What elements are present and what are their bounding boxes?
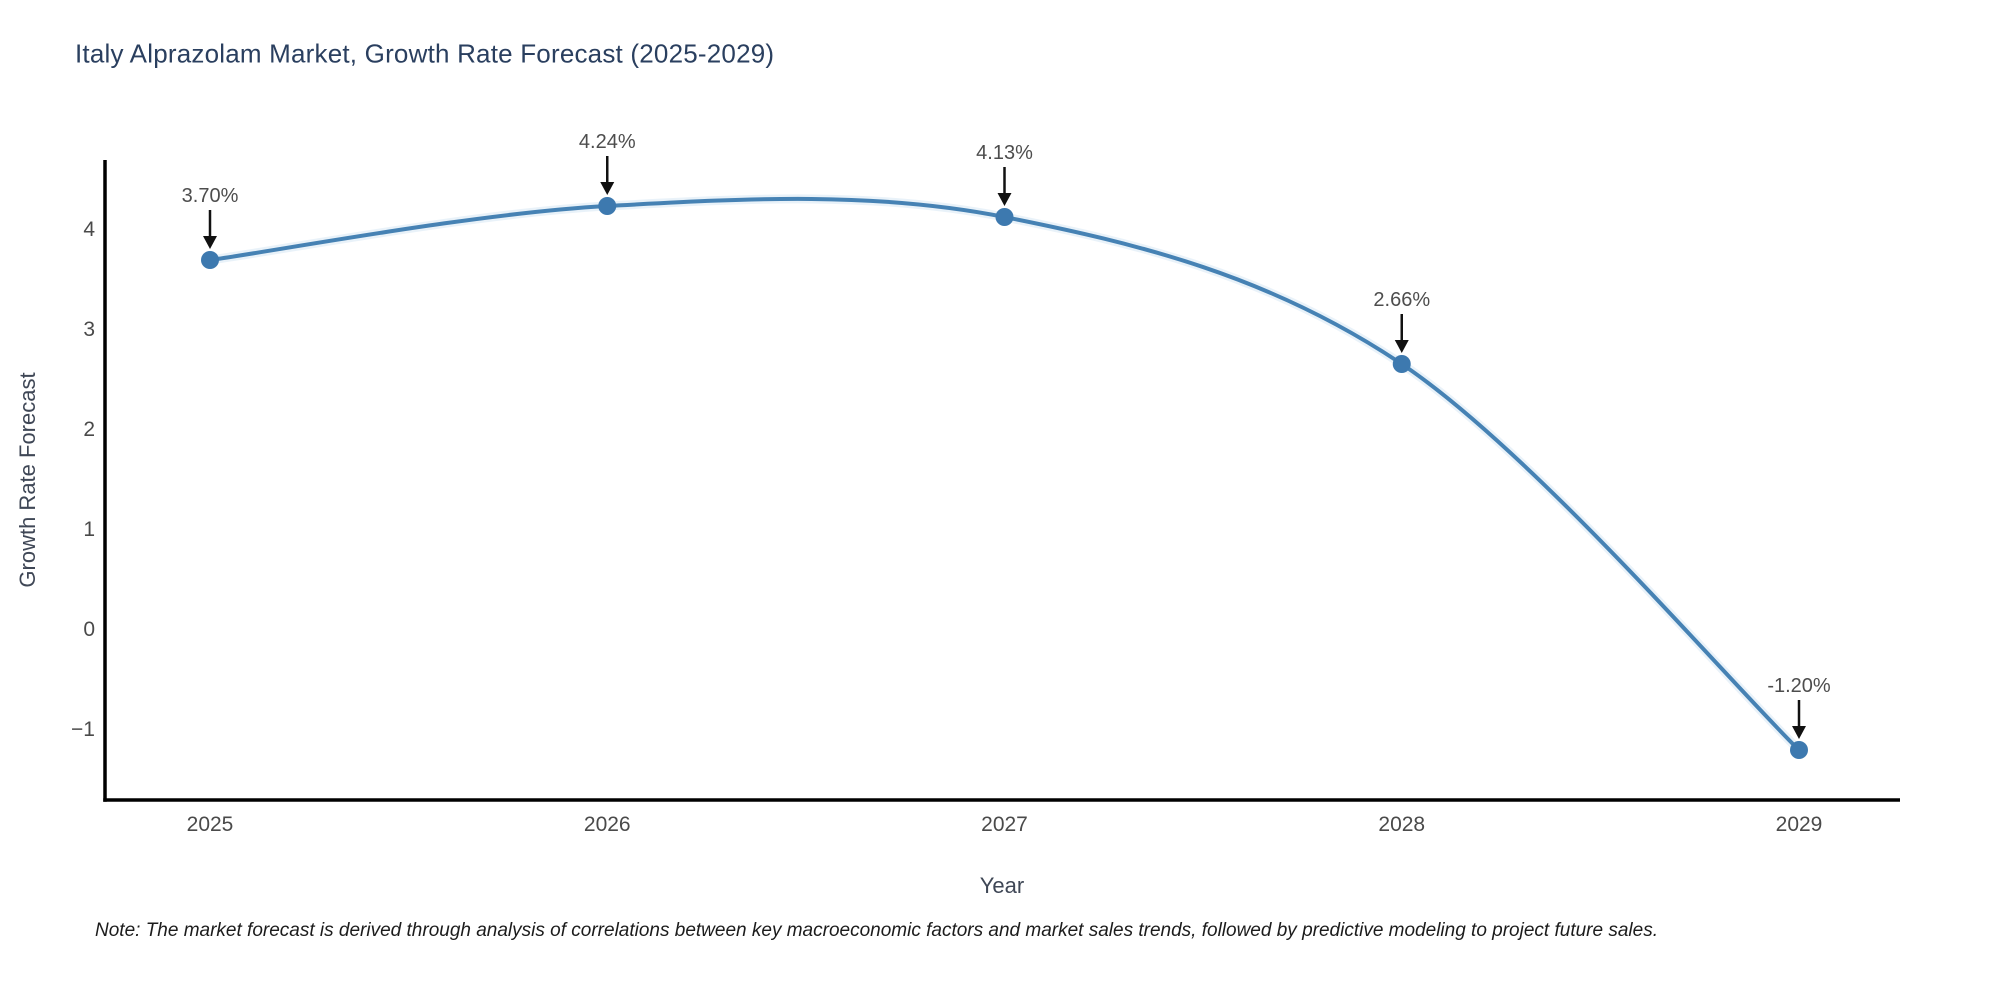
trend-line xyxy=(208,196,1801,752)
y-tick-label: 4 xyxy=(83,218,95,241)
chart-note: Note: The market forecast is derived thr… xyxy=(95,920,1658,941)
y-tick-label: 3 xyxy=(83,318,95,341)
y-tick-label: 2 xyxy=(83,418,95,441)
annotation-arrow-head xyxy=(1394,340,1409,353)
x-axis-title: Year xyxy=(979,873,1025,898)
annotation-arrow-head xyxy=(203,236,217,249)
point-value-label: -1.20% xyxy=(1767,675,1831,697)
x-tick-label: 2027 xyxy=(981,813,1028,836)
annotation-arrow-head xyxy=(1792,726,1806,739)
x-tick-label: 2026 xyxy=(583,813,631,836)
x-tick-label: 2028 xyxy=(1378,813,1426,836)
y-tick-label: 0 xyxy=(83,618,95,641)
annotation-arrow-head xyxy=(600,182,615,195)
trend-line-halo xyxy=(205,194,1804,755)
point-marker[interactable] xyxy=(995,208,1014,226)
point-value-label: 3.70% xyxy=(181,185,239,207)
x-tick-label: 2025 xyxy=(186,813,234,836)
y-tick-label: −1 xyxy=(71,718,95,741)
y-tick-label: 1 xyxy=(83,518,95,541)
chart-title: Italy Alprazolam Market, Growth Rate For… xyxy=(75,38,775,69)
point-marker[interactable] xyxy=(1790,741,1808,759)
annotation-arrow-head xyxy=(997,193,1012,206)
point-marker[interactable] xyxy=(1392,355,1411,373)
point-marker[interactable] xyxy=(201,251,219,269)
point-value-label: 2.66% xyxy=(1373,289,1431,311)
point-value-label: 4.24% xyxy=(578,131,636,153)
x-tick-label: 2029 xyxy=(1775,813,1823,836)
y-axis-title: Growth Rate Forecast xyxy=(15,372,40,588)
point-marker[interactable] xyxy=(598,197,617,215)
point-value-label: 4.13% xyxy=(976,142,1033,164)
